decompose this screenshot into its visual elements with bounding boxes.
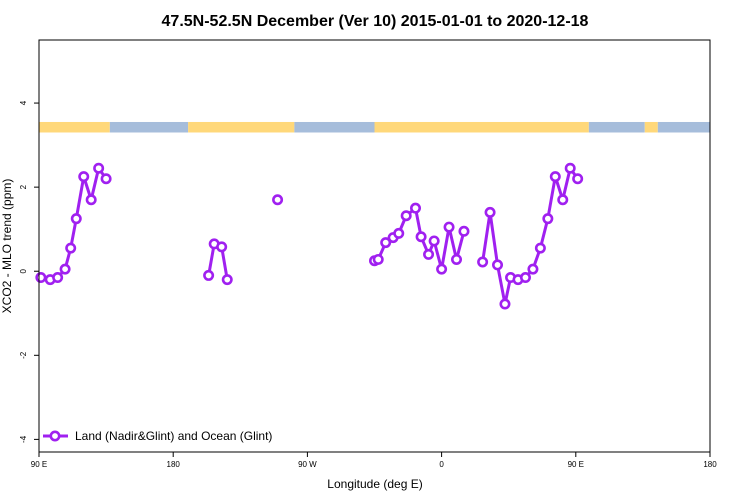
y-axis: -4 -2 0 2 4 <box>19 100 39 443</box>
data-point <box>423 248 435 260</box>
data-point <box>549 171 561 183</box>
y-tick-label: 4 <box>19 100 28 105</box>
x-tick-label: 90 E <box>568 460 584 469</box>
data-point <box>458 225 470 237</box>
data-point <box>436 263 448 275</box>
x-axis: 90 E 180 90 W 0 90 E 180 <box>31 452 717 469</box>
legend: Land (Nadir&Glint) and Ocean (Glint) <box>43 429 272 443</box>
data-point <box>477 256 489 268</box>
y-tick-label: -4 <box>19 435 28 443</box>
surface-segment-land <box>39 121 110 133</box>
surface-segment-ocean <box>657 121 710 133</box>
chart-title: 47.5N-52.5N December (Ver 10) 2015-01-01… <box>162 13 589 30</box>
data-point <box>35 272 47 284</box>
data-point <box>443 221 455 233</box>
x-tick-label: 90 E <box>31 460 47 469</box>
data-point <box>534 242 546 254</box>
legend-label: Land (Nadir&Glint) and Ocean (Glint) <box>75 429 272 443</box>
data-point <box>85 194 97 206</box>
data-point <box>93 162 105 174</box>
data-point <box>492 259 504 271</box>
data-point <box>410 202 422 214</box>
data-point <box>428 235 440 247</box>
data-point <box>564 162 576 174</box>
data-point <box>415 231 427 243</box>
data-point <box>542 213 554 225</box>
data-point <box>393 227 405 239</box>
series-points <box>35 162 584 310</box>
x-tick-label: 180 <box>167 460 181 469</box>
data-point <box>203 269 215 281</box>
x-tick-label: 90 W <box>298 460 317 469</box>
data-point <box>572 173 584 185</box>
data-point <box>372 253 384 265</box>
data-point <box>59 263 71 275</box>
data-point <box>100 173 112 185</box>
y-tick-label: -2 <box>19 351 28 359</box>
data-point <box>216 241 228 253</box>
data-point <box>70 213 82 225</box>
data-point <box>557 194 569 206</box>
series-line <box>481 166 579 306</box>
data-point <box>499 298 511 310</box>
plot-frame <box>38 39 711 453</box>
x-tick-label: 180 <box>703 460 717 469</box>
data-point <box>380 237 392 249</box>
data-point <box>221 274 233 286</box>
data-point <box>400 210 412 222</box>
surface-type-bar <box>39 121 710 133</box>
surface-segment-land <box>374 121 589 133</box>
x-tick-label: 0 <box>439 460 444 469</box>
data-point <box>527 263 539 275</box>
data-point <box>65 242 77 254</box>
series-lines <box>40 166 579 306</box>
series-line <box>40 166 108 282</box>
surface-segment-ocean <box>294 121 375 133</box>
surface-segment-land <box>644 121 658 133</box>
x-axis-label: Longitude (deg E) <box>327 477 422 491</box>
surface-segment-ocean <box>109 121 189 133</box>
y-tick-label: 0 <box>19 268 28 273</box>
data-point <box>451 253 463 265</box>
y-tick-label: 2 <box>19 184 28 189</box>
data-point <box>272 194 284 206</box>
surface-segment-land <box>188 121 295 133</box>
data-point <box>484 206 496 218</box>
data-point <box>519 272 531 284</box>
legend-marker-swatch <box>49 430 61 442</box>
y-axis-label: XCO2 - MLO trend (ppm) <box>0 179 14 314</box>
data-point <box>52 272 64 284</box>
data-point <box>78 171 90 183</box>
surface-segment-ocean <box>588 121 645 133</box>
